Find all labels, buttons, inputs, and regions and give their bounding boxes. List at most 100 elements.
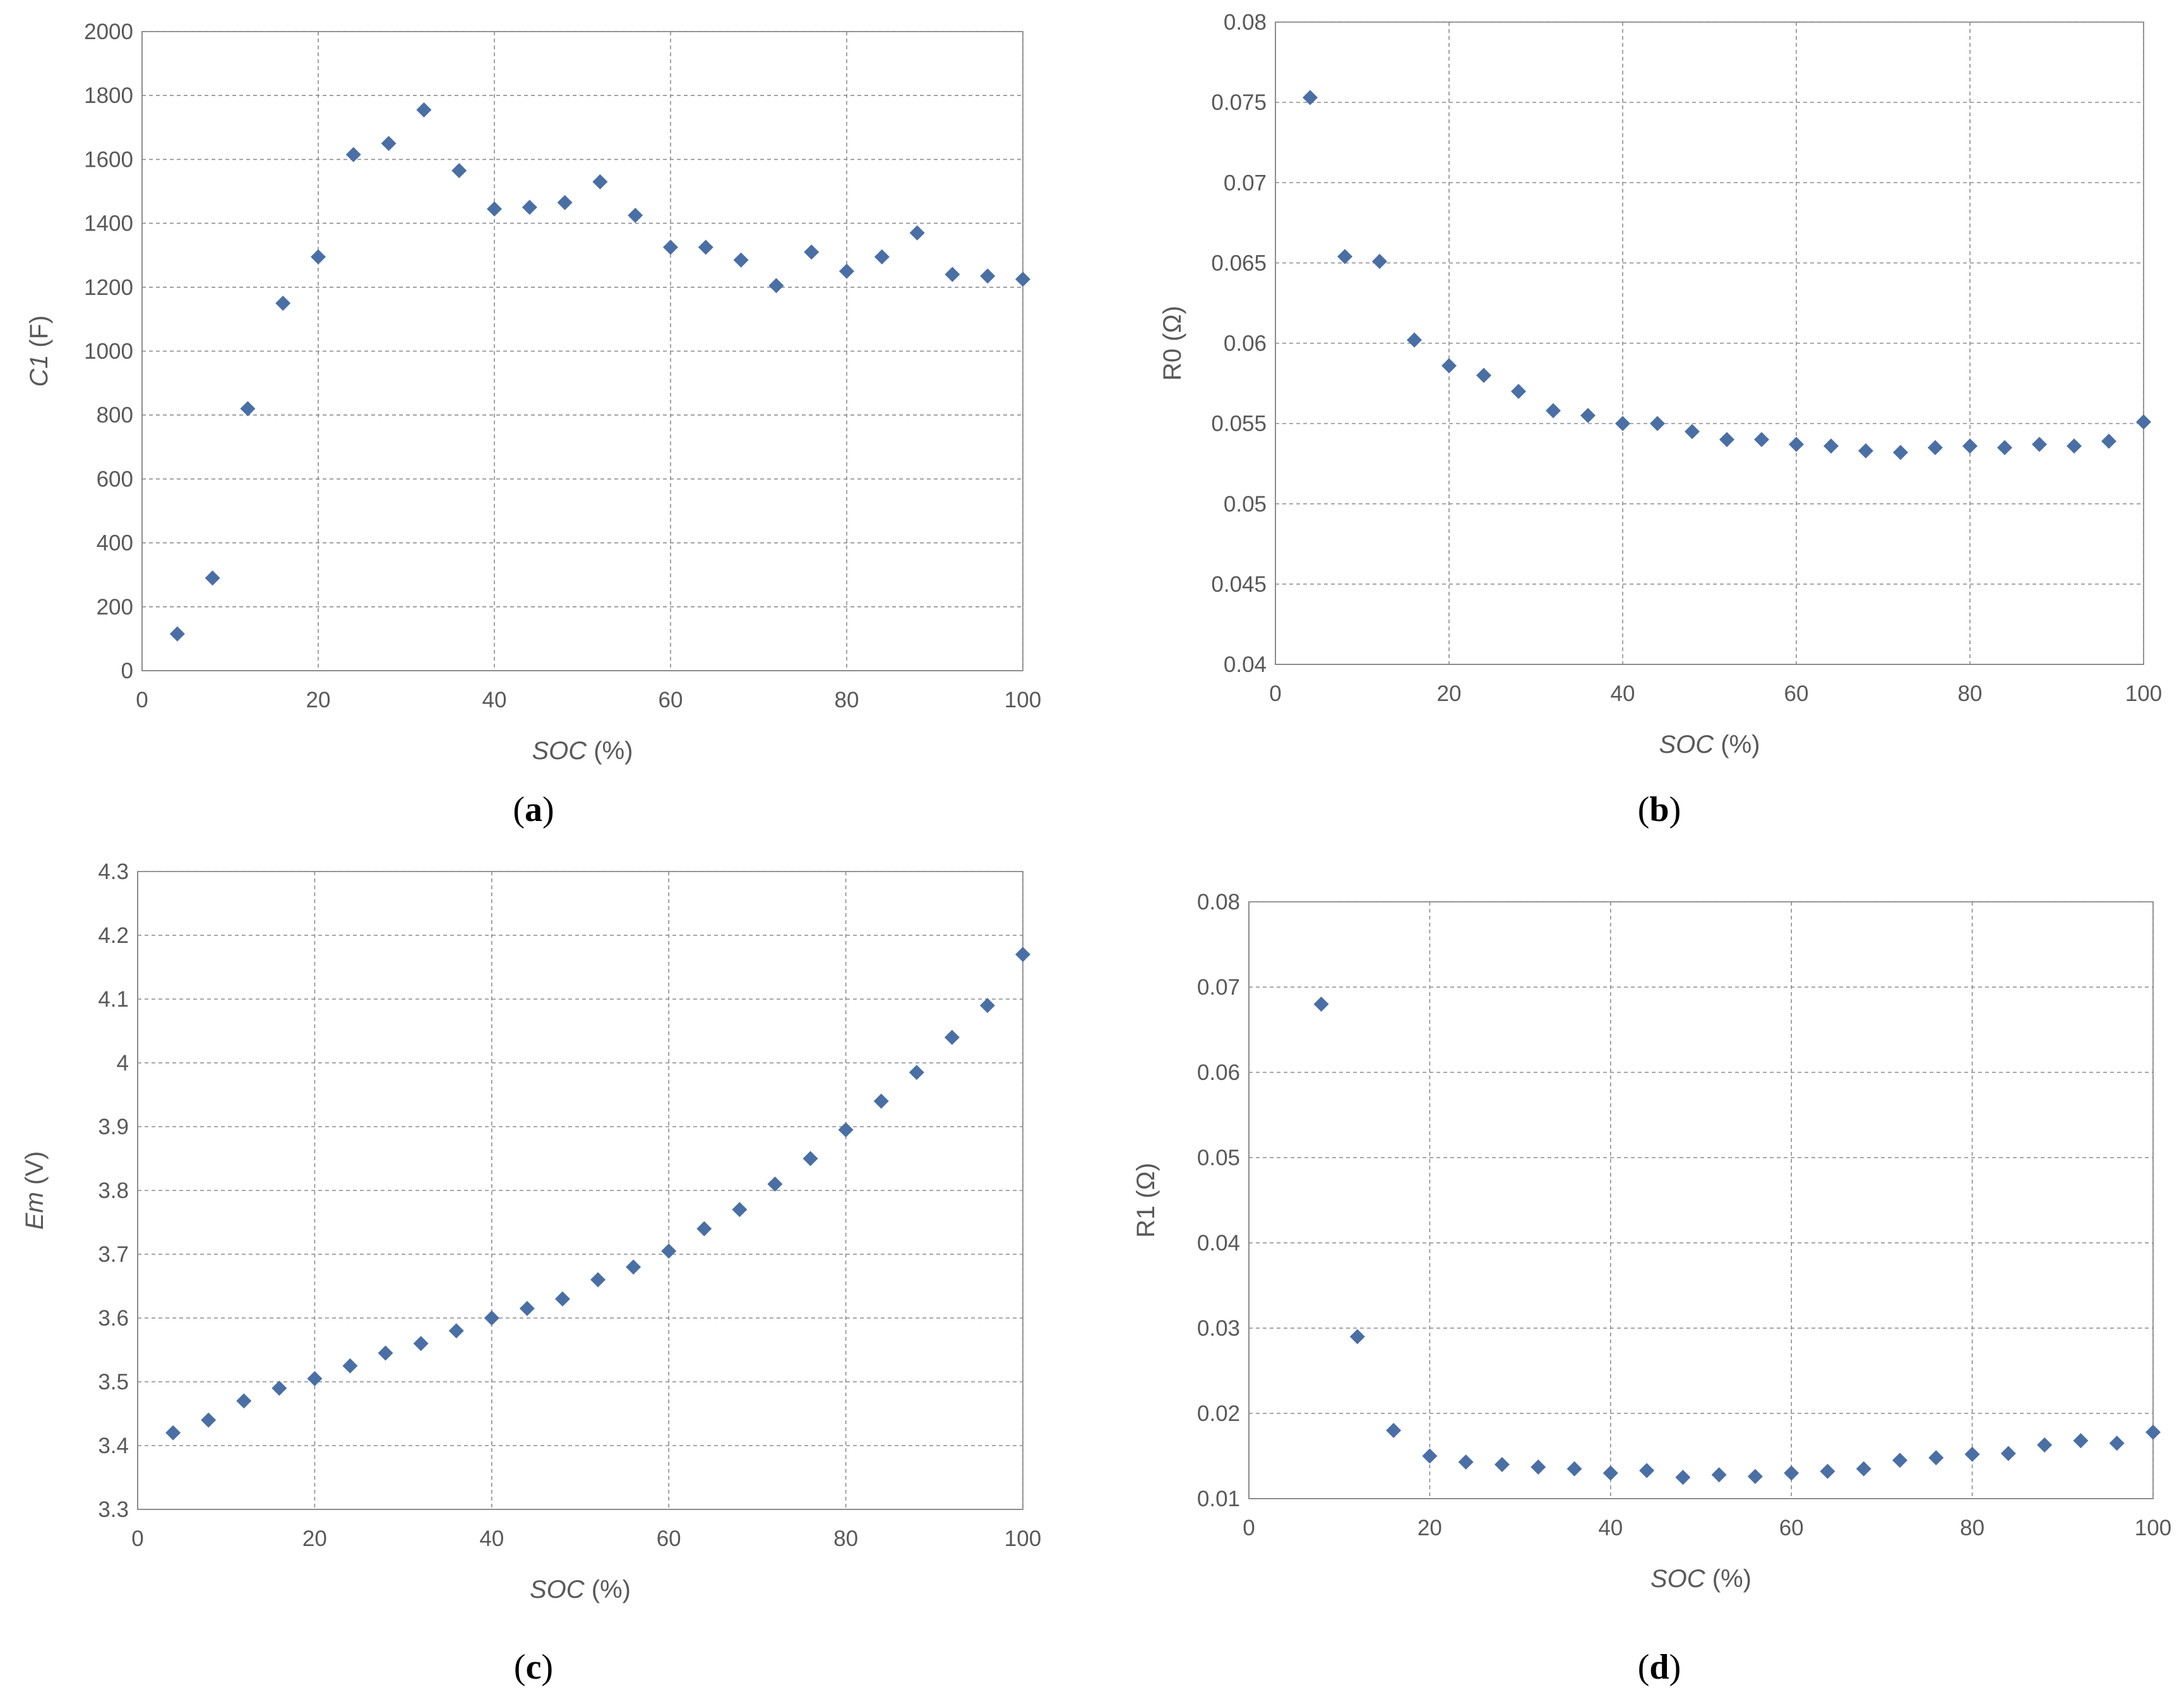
- y-axis-title: R0 (Ω): [1159, 306, 1186, 381]
- x-tick-label: 40: [1598, 1516, 1623, 1540]
- data-point: [838, 1122, 854, 1138]
- data-point: [590, 1272, 606, 1288]
- data-point: [169, 626, 185, 642]
- data-point: [451, 163, 467, 179]
- data-point: [1858, 443, 1873, 458]
- data-point: [1928, 1450, 1944, 1466]
- data-point: [733, 252, 749, 268]
- data-point: [945, 267, 960, 282]
- data-point: [1602, 1465, 1618, 1481]
- plot-area: [1248, 901, 2154, 1499]
- data-point: [1675, 1470, 1691, 1485]
- x-tick-label: 100: [2125, 681, 2162, 706]
- data-point: [311, 249, 326, 265]
- x-tick-label: 60: [1784, 681, 1809, 706]
- data-point: [804, 244, 820, 260]
- data-point: [1820, 1463, 1835, 1479]
- data-point: [839, 263, 854, 279]
- data-point: [1789, 436, 1804, 452]
- data-point: [487, 201, 502, 217]
- y-tick-label: 0.06: [1224, 332, 1267, 356]
- data-point: [236, 1393, 252, 1409]
- data-point: [1580, 407, 1596, 423]
- data-point: [2136, 414, 2151, 430]
- data-point: [1337, 249, 1352, 265]
- y-tick-label: 3.5: [98, 1370, 129, 1394]
- data-point: [1928, 440, 1943, 455]
- data-point: [1615, 416, 1630, 431]
- panel-label: (c): [514, 1648, 553, 1687]
- x-tick-label: 20: [1437, 681, 1462, 706]
- y-tick-label: 200: [97, 595, 133, 620]
- data-point: [1313, 997, 1329, 1012]
- y-tick-label: 1200: [84, 275, 133, 300]
- panel-d-chart: 0.01 0.02 0.03 0.04 0.05 0.06 0.07 0.08 0 20 40 60 8…: [1132, 890, 2171, 1687]
- data-point: [696, 1221, 712, 1237]
- data-point: [2101, 433, 2116, 449]
- y-tick-label: 4: [117, 1051, 129, 1076]
- y-tick-label: 0.02: [1197, 1401, 1240, 1426]
- y-tick-label: 0.05: [1197, 1146, 1240, 1170]
- data-point: [201, 1412, 217, 1428]
- data-point: [1531, 1459, 1546, 1475]
- y-tick-label: 0.04: [1197, 1231, 1240, 1256]
- data-point: [1494, 1457, 1510, 1472]
- y-tick-label: 0.075: [1211, 90, 1267, 115]
- x-tick-label: 0: [131, 1526, 143, 1551]
- data-point: [2032, 436, 2047, 452]
- data-point: [554, 1291, 570, 1307]
- data-point: [1685, 424, 1700, 440]
- panel-label: (d): [1638, 1648, 1681, 1687]
- data-point: [1754, 432, 1769, 448]
- y-tick-label: 0.05: [1224, 492, 1267, 517]
- x-tick-label: 0: [1243, 1516, 1255, 1540]
- y-tick-label: 0.045: [1211, 572, 1267, 597]
- y-tick-label: 1600: [84, 147, 133, 172]
- data-point: [1997, 440, 2012, 455]
- y-tick-label: 3.7: [98, 1242, 129, 1267]
- y-tick-label: 0.07: [1224, 171, 1267, 195]
- x-tick-label: 60: [1779, 1516, 1804, 1540]
- data-point: [1372, 253, 1387, 269]
- y-tick-label: 4.2: [98, 923, 129, 948]
- y-tick-label: 0: [121, 659, 133, 683]
- data-point: [1964, 1446, 1980, 1462]
- data-point: [1476, 368, 1491, 383]
- panel-c-chart: 3.3 3.4 3.5 3.6 3.7 3.8 3.9 4 4.1 4.2 4.3 0 20 40 60 80…: [21, 860, 1041, 1687]
- data-point: [1458, 1454, 1474, 1470]
- data-point: [803, 1151, 818, 1166]
- x-tick-label: 60: [657, 1526, 681, 1551]
- y-tick-label: 3.9: [98, 1115, 129, 1139]
- data-point: [661, 1243, 677, 1259]
- y-tick-label: 400: [97, 531, 133, 556]
- data-point: [416, 102, 432, 117]
- y-tick-label: 0.07: [1197, 975, 1240, 1000]
- x-tick-label: 100: [1005, 688, 1041, 712]
- x-tick-label: 80: [1960, 1516, 1984, 1540]
- data-point: [909, 1065, 924, 1081]
- data-point: [944, 1029, 960, 1045]
- y-tick-label: 1800: [84, 83, 133, 108]
- data-point: [307, 1370, 323, 1386]
- data-point: [522, 200, 537, 215]
- data-point: [165, 1425, 181, 1441]
- y-axis-title: R1 (Ω): [1132, 1163, 1160, 1238]
- y-tick-label: 3.6: [98, 1306, 129, 1331]
- data-point: [1892, 1453, 1908, 1468]
- data-point: [2073, 1433, 2089, 1449]
- y-tick-label: 3.3: [98, 1497, 129, 1522]
- x-axis-title: SOC (%): [530, 1576, 631, 1603]
- data-point: [909, 225, 925, 241]
- x-tick-label: 40: [479, 1526, 504, 1551]
- x-tick-label: 20: [302, 1526, 327, 1551]
- data-point: [345, 147, 361, 162]
- y-tick-label: 2000: [84, 20, 133, 44]
- data-point: [1407, 332, 1422, 348]
- data-point: [979, 998, 995, 1014]
- data-point: [1566, 1461, 1582, 1477]
- y-tick-label: 0.08: [1197, 890, 1240, 914]
- data-point: [1303, 90, 1318, 105]
- data-point: [2000, 1446, 2016, 1461]
- data-point: [1784, 1465, 1799, 1481]
